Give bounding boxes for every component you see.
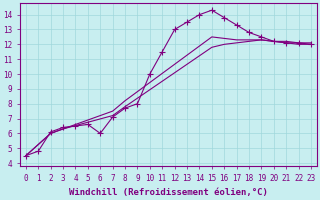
X-axis label: Windchill (Refroidissement éolien,°C): Windchill (Refroidissement éolien,°C) [69, 188, 268, 197]
